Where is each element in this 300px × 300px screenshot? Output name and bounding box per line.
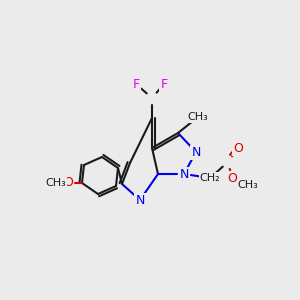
Text: CH₃: CH₃ [238,180,258,190]
Text: O: O [233,142,243,154]
Text: CH₂: CH₂ [200,173,220,183]
Text: F: F [132,77,140,91]
Text: N: N [191,146,201,158]
Text: O: O [227,172,237,184]
Text: N: N [179,167,189,181]
Text: O: O [63,176,73,190]
Text: F: F [160,77,168,91]
Text: CH₃: CH₃ [46,178,66,188]
Text: N: N [135,194,145,206]
Text: CH₃: CH₃ [188,112,208,122]
